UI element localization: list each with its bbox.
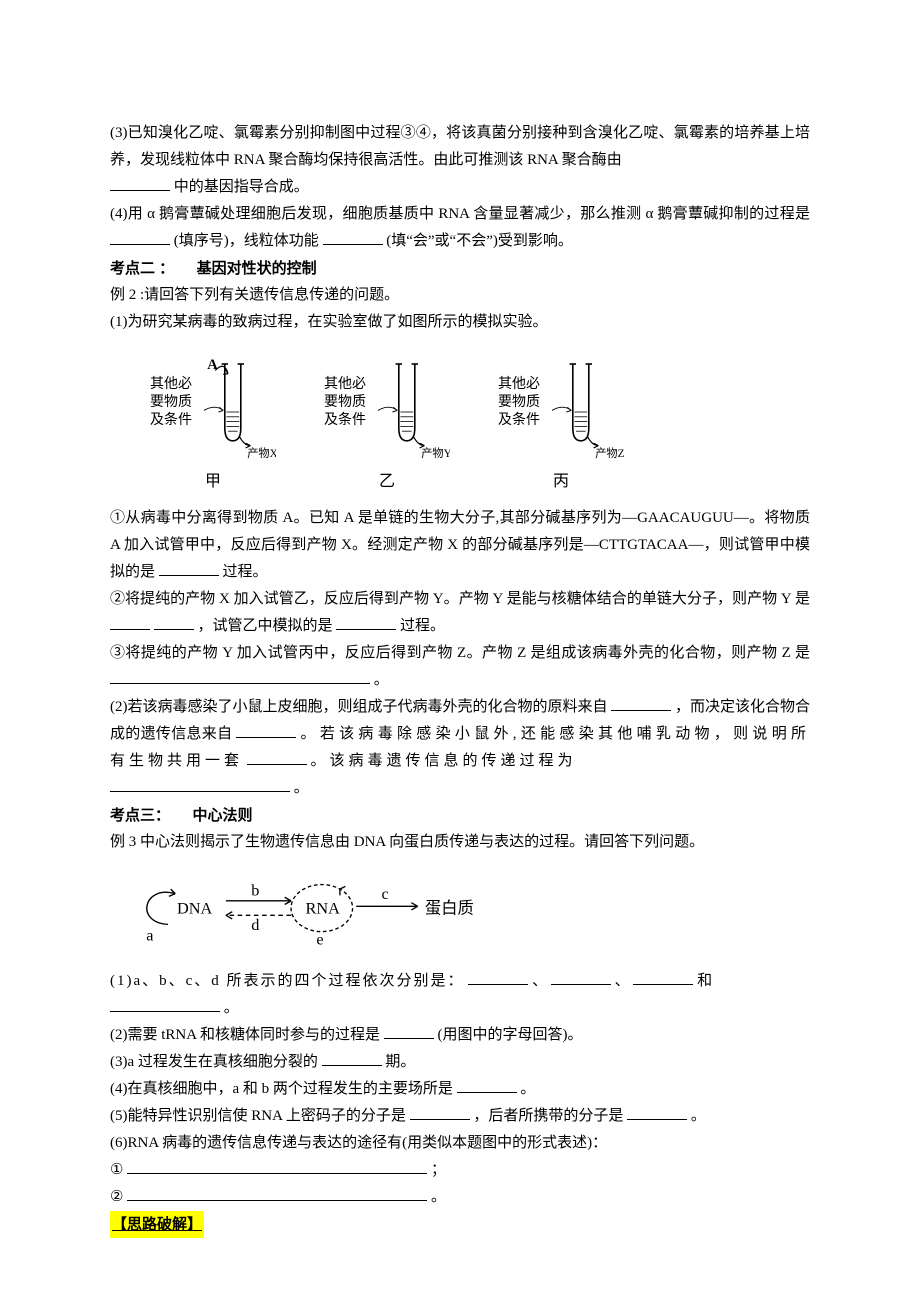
ex3-q1: (1)a、b、c、d 所表示的四个过程依次分别是： 、 、 和 。 [110,968,810,1022]
q3-text: (3)已知溴化乙啶、氯霉素分别抑制图中过程③④，将该真菌分别接种到含溴化乙啶、氯… [110,120,810,201]
product-z: 产物Z [595,446,624,460]
tube1-side-label: 其他必 要物质 及条件 [150,376,206,431]
tube2-caption: 乙 [379,468,395,497]
ex3-q2: (2)需要 tRNA 和核糖体同时参与的过程是 (用图中的字母回答)。 [110,1022,810,1049]
label-rna: RNA [306,898,341,917]
ex2-q2-blank4[interactable] [110,777,290,792]
tube1-caption: 甲 [205,468,221,497]
ex3-q4-blank[interactable] [457,1078,517,1093]
label-A: A [207,357,218,373]
ex3-q5: (5)能特异性识别信使 RNA 上密码子的分子是 ，后者所携带的分子是 。 [110,1103,810,1130]
ex2-q1-3-blank[interactable] [110,669,370,684]
ex2-q2-blank3[interactable] [247,750,307,765]
tube-unit-3: 其他必 要物质 及条件 产物Z 丙 [498,348,624,497]
q4-blank2[interactable] [323,230,383,245]
ex3-q6-blank2[interactable] [127,1186,427,1201]
ex3-q1-blank4[interactable] [110,997,220,1012]
ex3-q3: (3)a 过程发生在真核细胞分裂的 期。 [110,1049,810,1076]
q4-c: (填“会”或“不会”)受到影响。 [386,233,573,249]
q4-text: (4)用 α 鹅膏蕈碱处理细胞后发现，细胞质基质中 RNA 含量显著减少，那么推… [110,201,810,255]
q3-blank[interactable] [110,176,170,191]
label-a: a [146,925,153,944]
product-y: 产物Y [421,446,450,460]
label-d: d [251,915,259,934]
dogma-figure: a DNA b d RNA e c 蛋白质 [130,866,810,962]
section-2-title: 考点二 ： 基因对性状的控制 [110,255,810,282]
ex3-q2-blank[interactable] [384,1024,434,1039]
ex3-q6-1: ① ； [110,1157,810,1184]
ex3-q1-blank3[interactable] [633,970,693,985]
ex2-q1-2-blank1[interactable] [110,615,150,630]
tube2-side-label: 其他必 要物质 及条件 [324,376,380,431]
q4-b: (填序号)，线粒体功能 [174,233,319,249]
ex3-q3-blank[interactable] [322,1051,382,1066]
tube2-svg: 产物Y [378,348,450,468]
q3-b: 中的基因指导合成。 [174,179,309,195]
analysis-heading: 【思路破解】 [110,1211,810,1239]
ex2-q1-2-blank2[interactable] [336,615,396,630]
q3-a: (3)已知溴化乙啶、氯霉素分别抑制图中过程③④，将该真菌分别接种到含溴化乙啶、氯… [110,125,810,168]
ex3-q6-2: ② 。 [110,1184,810,1211]
product-x: 产物X [247,446,276,460]
label-c: c [382,884,389,903]
tube-unit-2: 其他必 要物质 及条件 产物Y 乙 [324,348,450,497]
ex3-q1-blank1[interactable] [468,970,528,985]
label-b: b [251,880,259,899]
ex2-q1-2-blank1b[interactable] [154,615,194,630]
ex2-q2-blank1[interactable] [611,696,671,711]
ex2-q2: (2)若该病毒感染了小鼠上皮细胞，则组成子代病毒外壳的化合物的原料来自 ，而决定… [110,694,810,802]
ex3-q6: (6)RNA 病毒的遗传信息传递与表达的途径有(用类似本题图中的形式表述)： [110,1130,810,1157]
tube-unit-1: 其他必 要物质 及条件 A 产物X [150,348,276,497]
label-dna: DNA [177,898,212,917]
ex3-q5-blank2[interactable] [627,1105,687,1120]
section-3-title: 考点三： 中心法则 [110,802,810,829]
tube3-side-label: 其他必 要物质 及条件 [498,376,554,431]
tube3-svg: 产物Z [552,348,624,468]
ex3-intro: 例 3 中心法则揭示了生物遗传信息由 DNA 向蛋白质传递与表达的过程。请回答下… [110,829,810,856]
ex3-q1-blank2[interactable] [551,970,611,985]
label-protein: 蛋白质 [425,898,474,917]
ex2-q1-3: ③将提纯的产物 Y 加入试管丙中，反应后得到产物 Z。产物 Z 是组成该病毒外壳… [110,640,810,694]
q4-a: (4)用 α 鹅膏蕈碱处理细胞后发现，细胞质基质中 RNA 含量显著减少，那么推… [110,206,810,222]
ex2-q2-blank2[interactable] [236,723,296,738]
ex2-q1: (1)为研究某病毒的致病过程，在实验室做了如图所示的模拟实验。 [110,309,810,336]
ex3-q4: (4)在真核细胞中，a 和 b 两个过程发生的主要场所是 。 [110,1076,810,1103]
tubes-figure: 其他必 要物质 及条件 A 产物X [150,348,810,497]
ex2-intro: 例 2 :请回答下列有关遗传信息传递的问题。 [110,282,810,309]
tube3-caption: 丙 [553,468,569,497]
analysis-label: 【思路破解】 [110,1211,204,1238]
label-e: e [316,929,323,948]
ex2-q1-1-blank[interactable] [159,561,219,576]
q4-blank1[interactable] [110,230,170,245]
tube1-svg: A 产物X [204,348,276,468]
ex3-q6-blank1[interactable] [127,1159,427,1174]
ex2-q1-1: ①从病毒中分离得到物质 A。已知 A 是单链的生物大分子,其部分碱基序列为—GA… [110,505,810,586]
ex2-q1-2: ②将提纯的产物 X 加入试管乙，反应后得到产物 Y。产物 Y 是能与核糖体结合的… [110,586,810,640]
ex3-q5-blank1[interactable] [410,1105,470,1120]
